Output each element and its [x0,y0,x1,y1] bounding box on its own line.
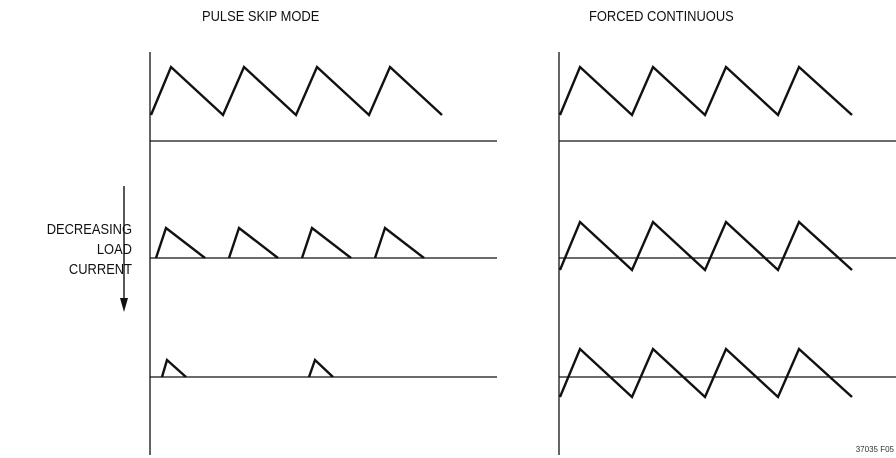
pulse-skip-medium-load-pulse-1 [154,226,206,259]
pulse-skip-mode-title: PULSE SKIP MODE [202,8,320,25]
forced-continuous-title: FORCED CONTINUOUS [589,8,734,25]
arrow-label-line-2: LOAD [96,241,132,258]
pulse-skip-light-load-pulse-1 [160,357,187,378]
forced-continuous-medium-load-waveform [558,219,853,273]
pulse-skip-medium-load-pulse-3 [300,226,352,259]
pulse-skip-light-load-pulse-2 [307,357,334,378]
figure-code: 37035 F05 [855,445,894,454]
pulse-skip-medium-load-pulse-2 [227,226,279,259]
forced-continuous-heavy-load-waveform [558,64,853,118]
decreasing-load-current-label: DECREASING LOAD CURRENT [20,220,132,280]
arrow-label-line-1: DECREASING [46,221,132,238]
forced-continuous-light-load-waveform [558,346,853,400]
arrow-label-line-3: CURRENT [68,261,132,278]
pulse-skip-heavy-load-waveform [149,64,443,118]
pulse-skip-medium-load-pulse-4 [373,226,425,259]
down-arrow-icon [120,186,128,312]
